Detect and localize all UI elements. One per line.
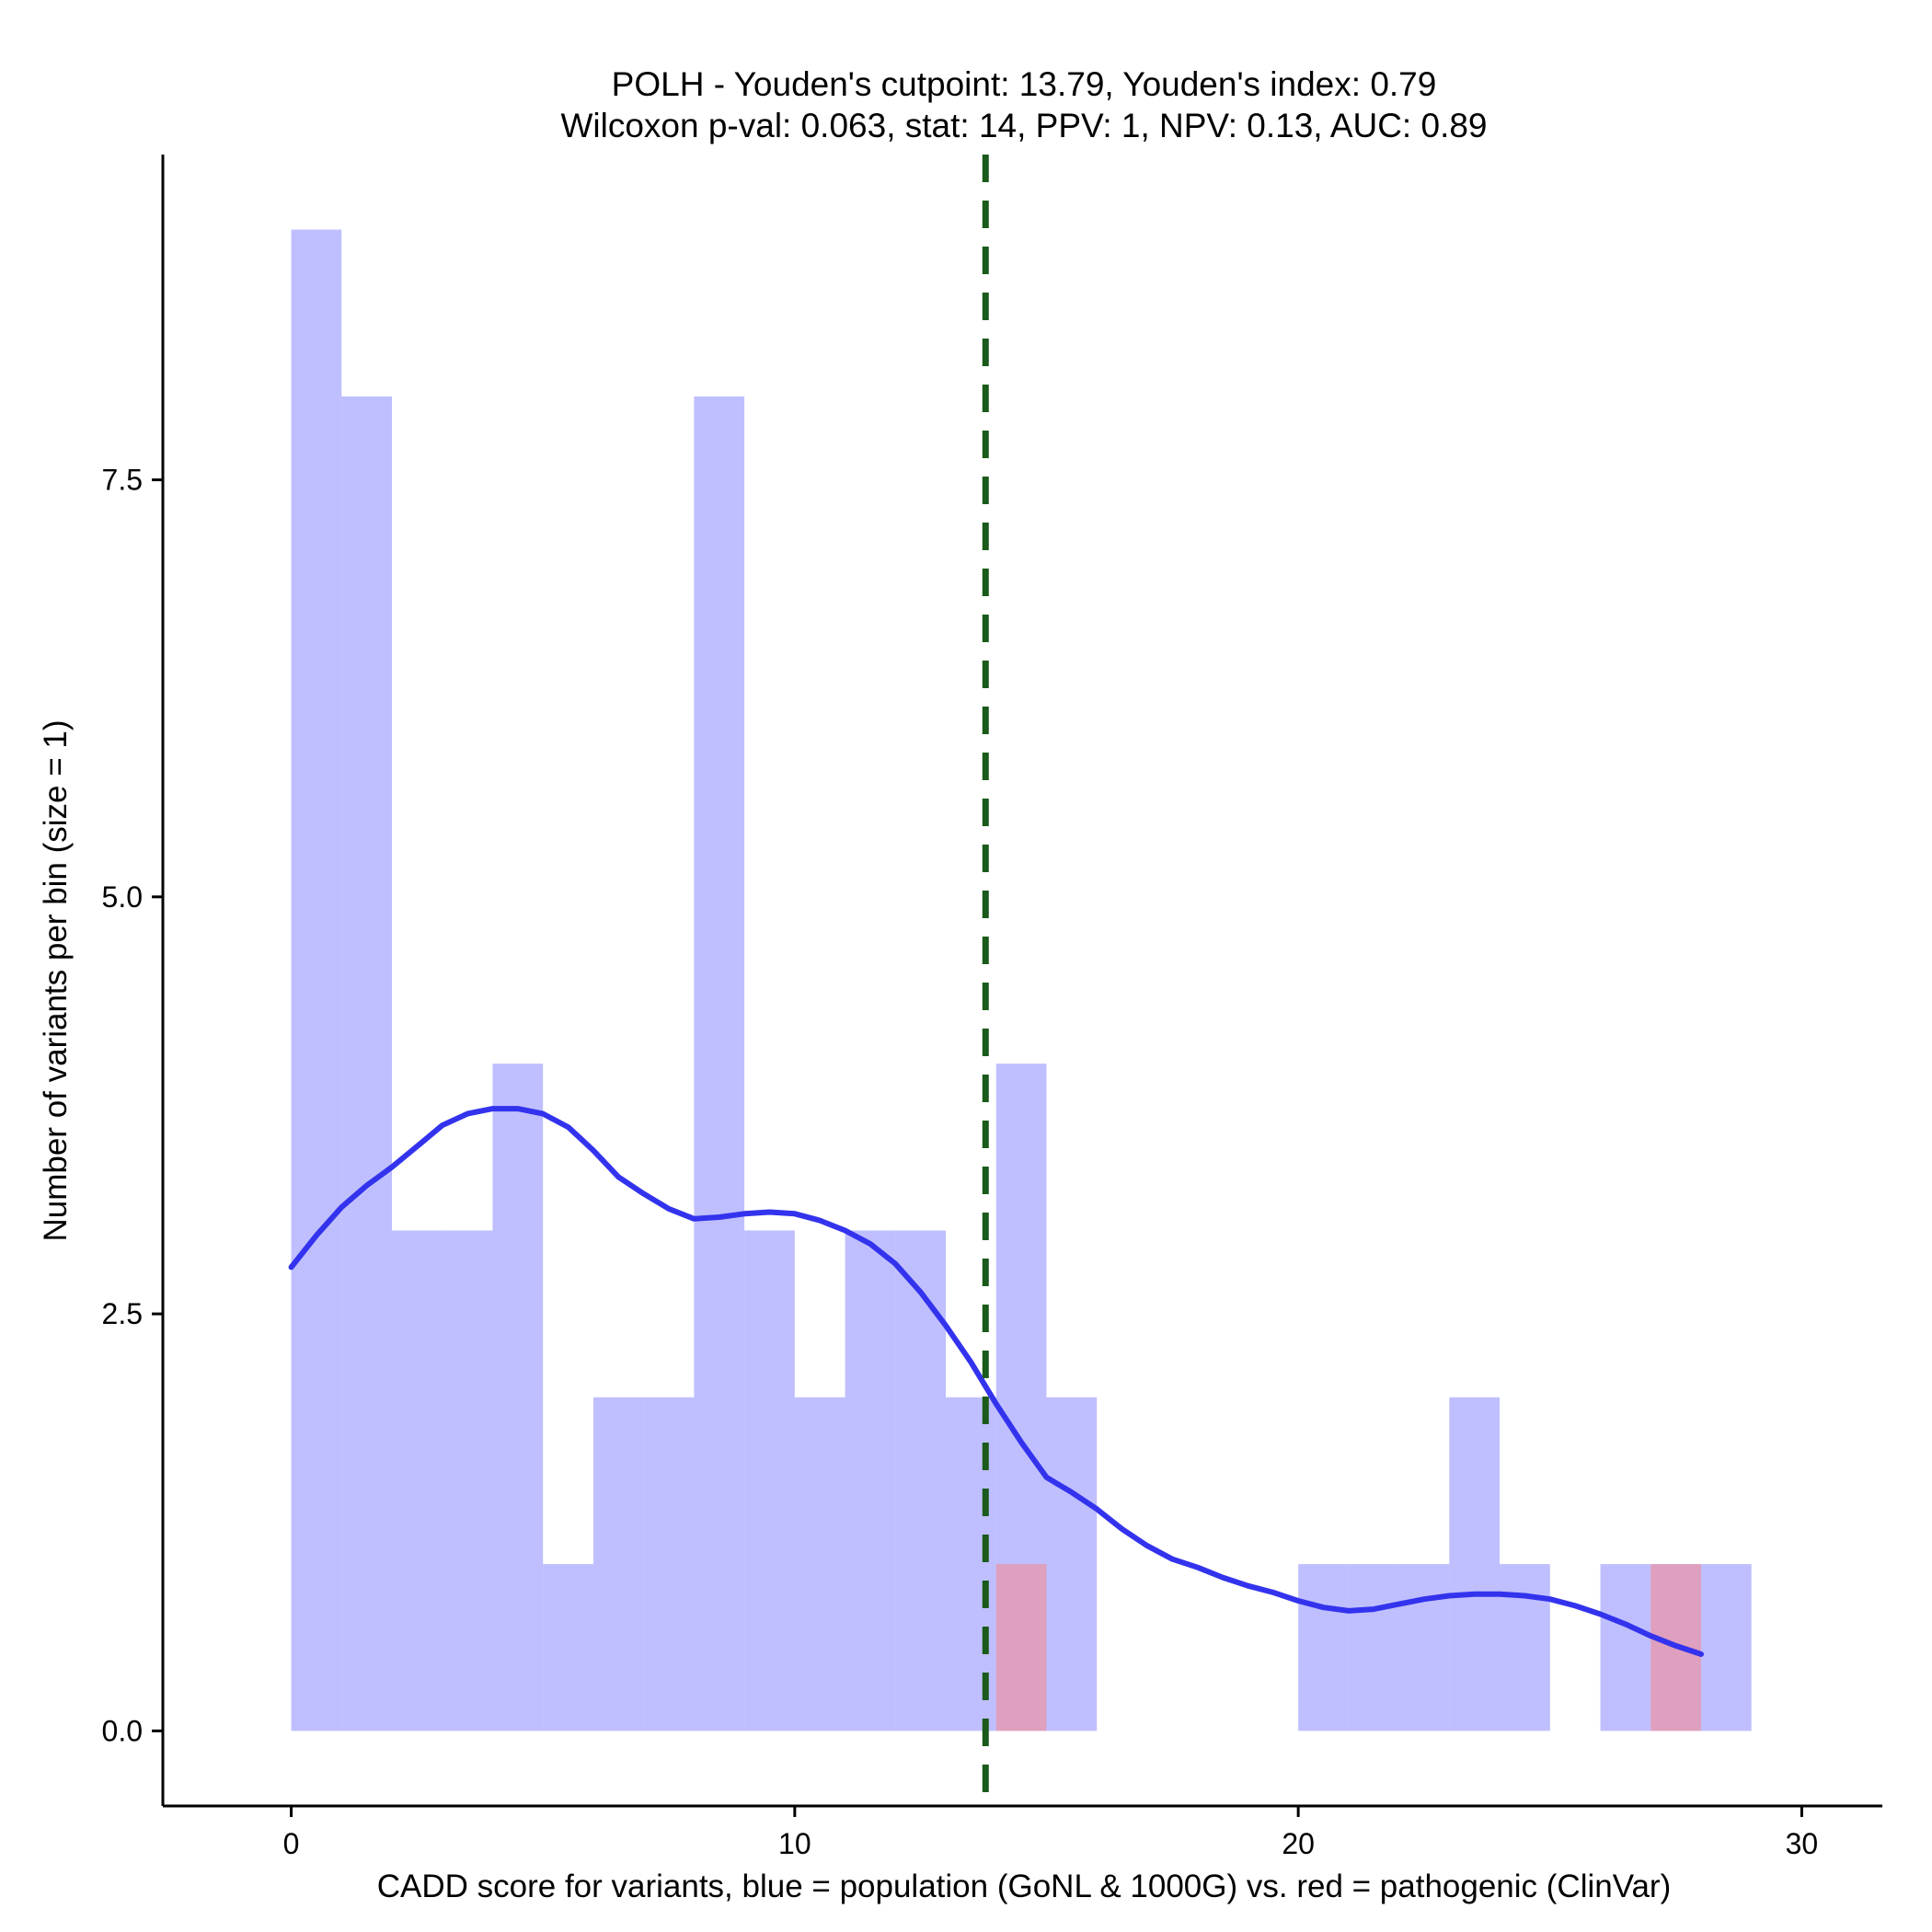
population-bar-20 (1298, 1564, 1349, 1731)
population-bar-15 (1046, 1397, 1098, 1731)
y-tick-label-0.0: 0.0 (102, 1714, 143, 1747)
y-tick-label-2.5: 2.5 (102, 1297, 143, 1330)
population-bar-22 (1398, 1564, 1450, 1731)
population-bar-3 (442, 1230, 493, 1731)
y-tick-label-7.5: 7.5 (102, 464, 143, 497)
population-bar-10 (794, 1397, 845, 1731)
population-bar-9 (744, 1230, 795, 1731)
x-tick-label-0: 0 (283, 1827, 300, 1860)
x-tick-label-20: 20 (1282, 1827, 1315, 1860)
population-bars (291, 229, 1752, 1731)
pathogenic-bar-14 (995, 1564, 1047, 1731)
x-tick-label-30: 30 (1786, 1827, 1819, 1860)
population-bar-8 (694, 396, 745, 1731)
density-curve-layer (288, 1106, 1704, 1657)
population-bar-26 (1600, 1564, 1651, 1731)
population-bar-21 (1348, 1564, 1399, 1731)
population-bar-1 (341, 396, 393, 1731)
population-bar-6 (592, 1397, 644, 1731)
y-axis-label: Number of variants per bin (size = 1) (38, 719, 74, 1241)
population-bar-5 (543, 1564, 593, 1731)
x-tick-label-10: 10 (778, 1827, 811, 1860)
chart-subtitle: Wilcoxon p-val: 0.063, stat: 14, PPV: 1,… (560, 107, 1487, 144)
population-bar-23 (1449, 1397, 1501, 1731)
population-bar-2 (392, 1230, 443, 1731)
density-curve-line (288, 1106, 1704, 1657)
y-tick-label-5.0: 5.0 (102, 880, 143, 914)
chart-title: POLH - Youden's cutpoint: 13.79, Youden'… (612, 65, 1437, 103)
population-bar-0 (291, 229, 342, 1731)
population-bar-7 (643, 1397, 695, 1731)
population-bar-11 (845, 1230, 896, 1731)
population-bar-4 (492, 1064, 544, 1731)
x-axis-label: CADD score for variants, blue = populati… (377, 1869, 1672, 1904)
axes (161, 155, 1882, 1808)
population-bar-24 (1500, 1564, 1550, 1731)
population-bar-28 (1700, 1564, 1752, 1731)
population-bar-12 (895, 1230, 947, 1731)
tick-layer: 0 10 20 30 0.0 2.5 5.0 7.5 (102, 464, 1819, 1860)
